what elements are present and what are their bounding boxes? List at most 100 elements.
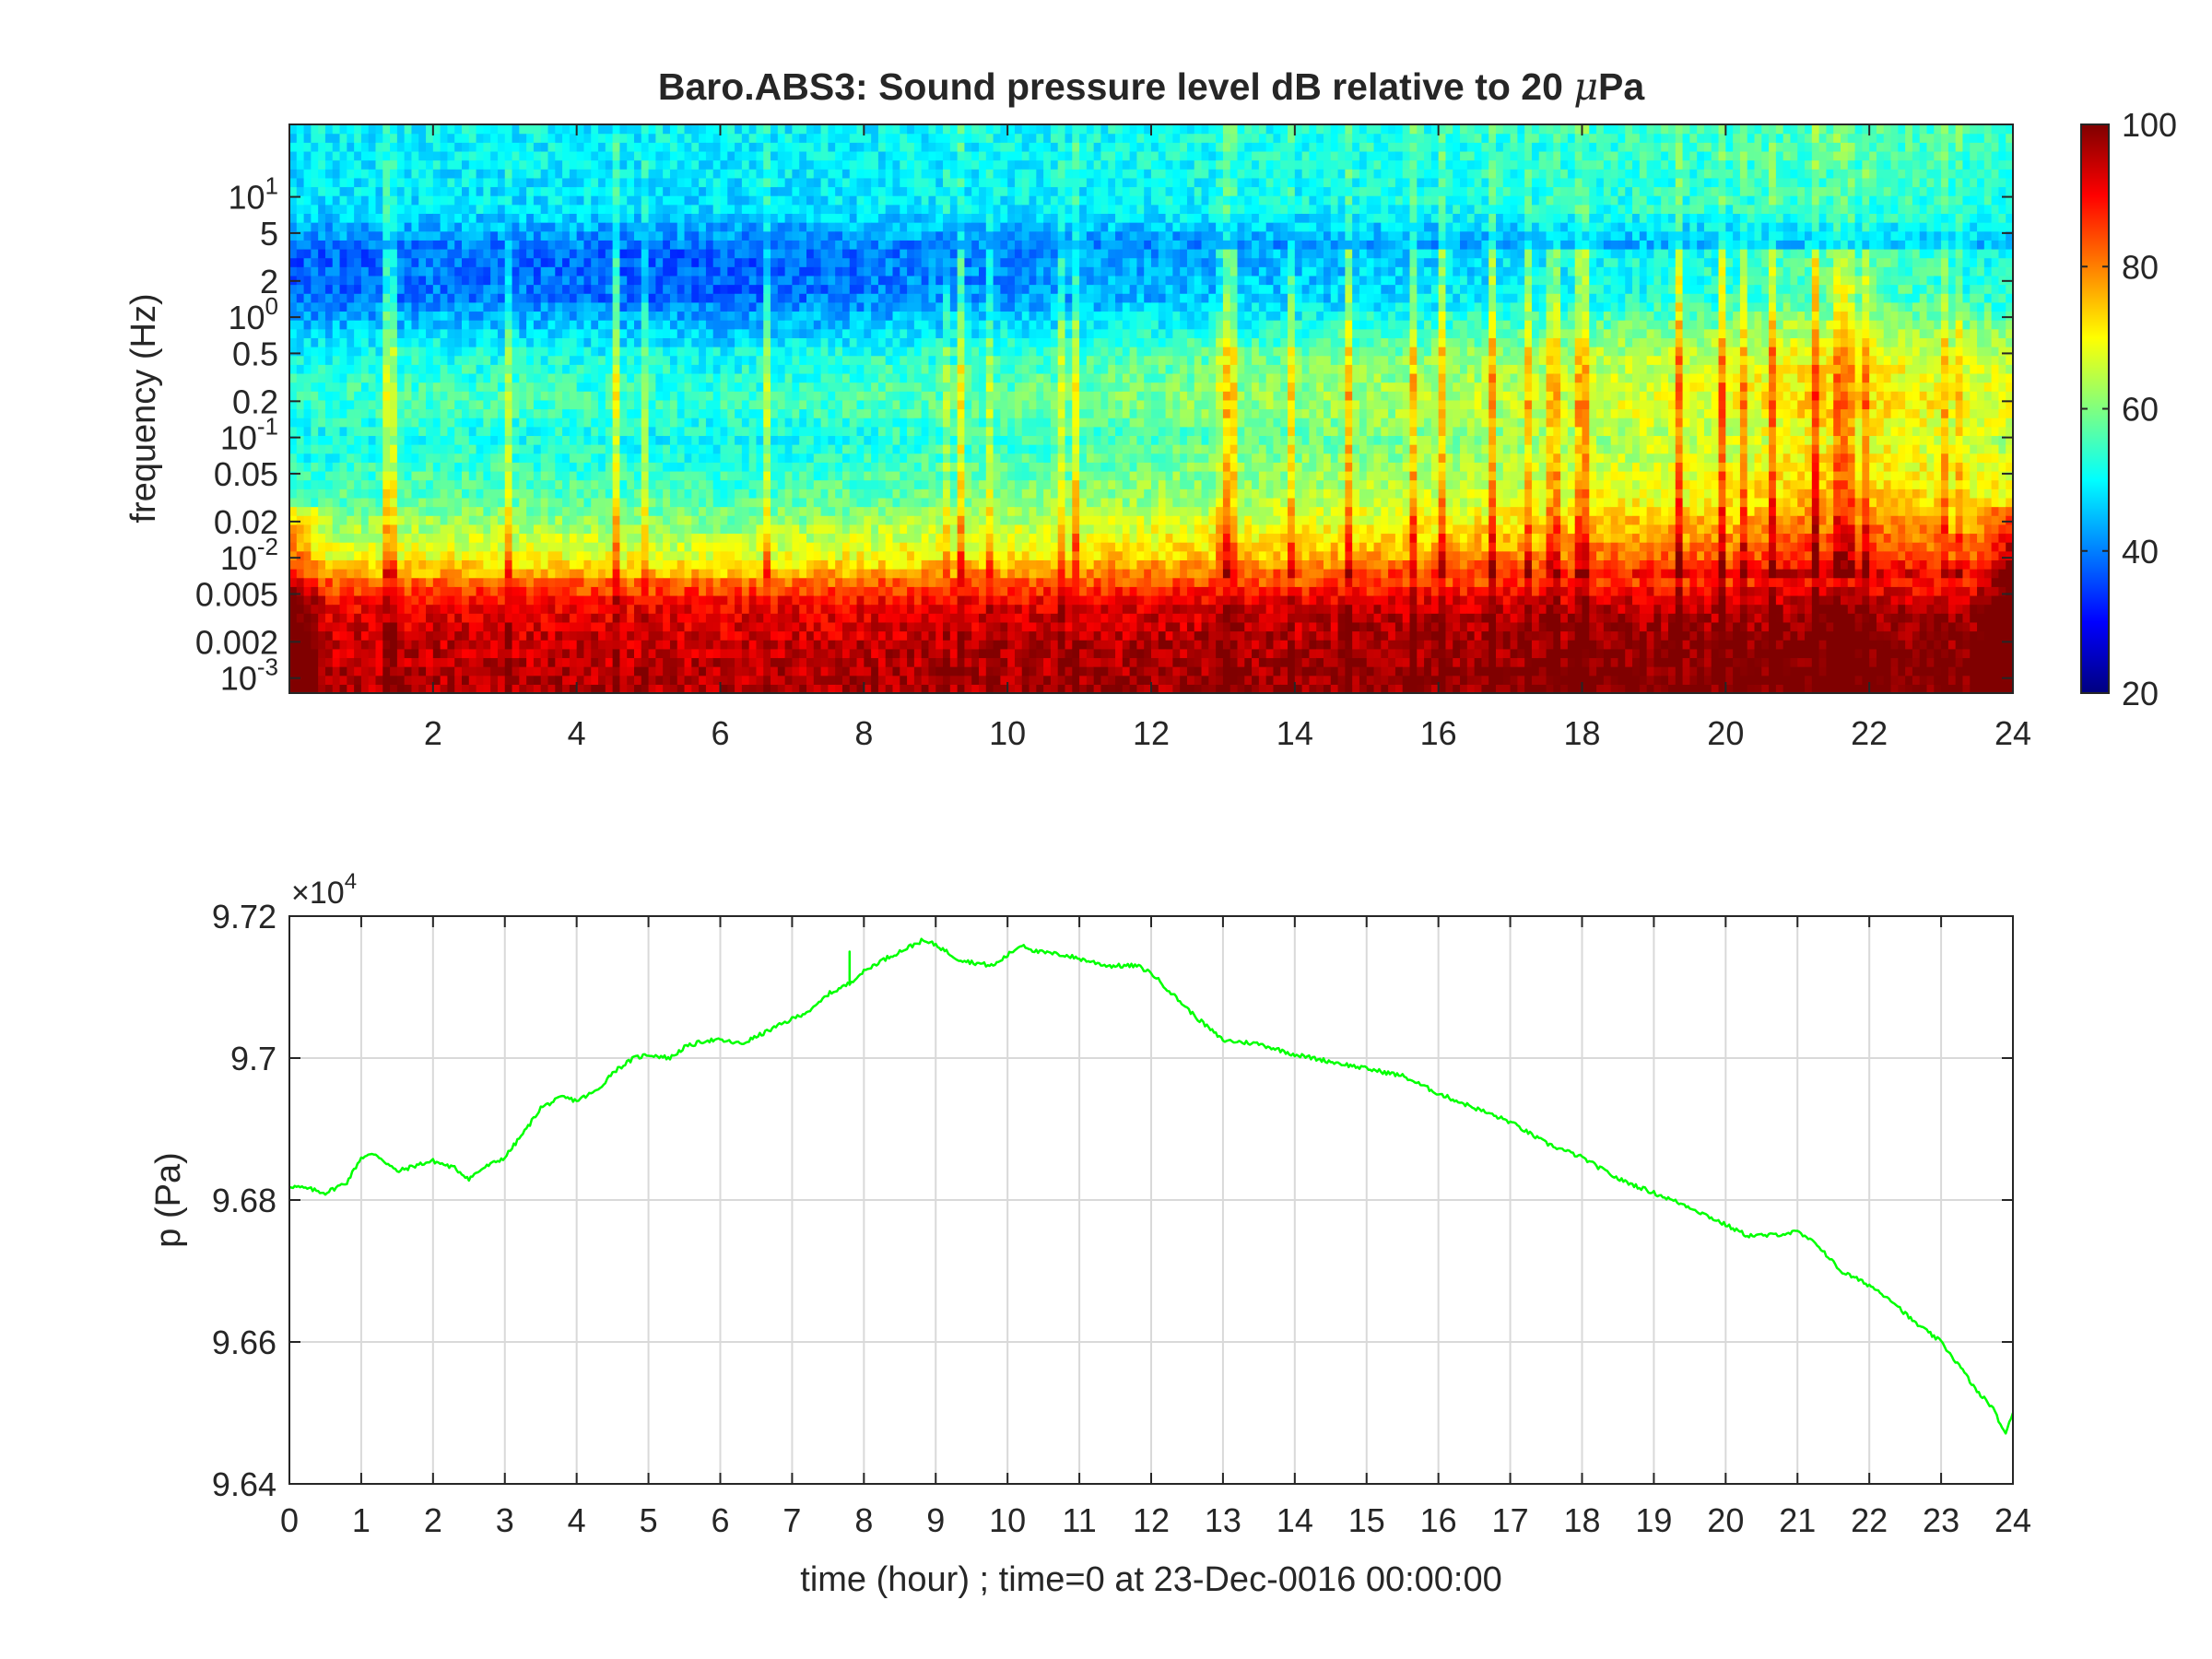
spectrogram-cell	[627, 364, 635, 374]
spectrogram-cell	[763, 177, 771, 188]
spectrogram-cell	[748, 684, 758, 693]
spectrogram-cell	[562, 435, 571, 445]
spectrogram-cell	[375, 630, 383, 641]
spectrogram-cell	[828, 355, 836, 365]
spectrogram-cell	[318, 621, 326, 632]
spectrogram-cell	[368, 630, 377, 641]
spectrogram-cell	[669, 569, 678, 579]
spectrogram-cell	[741, 640, 750, 650]
spectrogram-cell	[396, 524, 406, 535]
spectrogram-cell	[835, 230, 843, 241]
spectrogram-cell	[547, 533, 556, 543]
spectrogram-cell	[555, 391, 563, 401]
spectrogram-cell	[519, 240, 527, 250]
spectrogram-cell	[777, 195, 786, 206]
spectrogram-cell	[468, 462, 477, 472]
spectrogram-cell	[591, 169, 599, 179]
spectrogram-cell	[655, 213, 664, 223]
spectrogram-cell	[771, 577, 779, 587]
spectrogram-cell	[476, 177, 484, 188]
spectrogram-cell	[432, 515, 441, 525]
spectrogram-cell	[375, 177, 383, 188]
spectrogram-cell	[763, 613, 771, 623]
spectrogram-cell	[526, 648, 535, 659]
spectrogram-cell	[390, 657, 398, 667]
spectrogram-cell	[741, 550, 750, 560]
spectrogram-cell	[555, 515, 563, 525]
spectrogram-cell	[547, 328, 556, 338]
spectrogram-cell	[368, 311, 377, 321]
spectrogram-cell	[784, 684, 794, 693]
spectrogram-cell	[533, 399, 542, 410]
spectrogram-cell	[684, 311, 692, 321]
spectrogram-cell	[332, 124, 341, 135]
spectrogram-cell	[418, 399, 427, 410]
spectrogram-cell	[684, 169, 692, 179]
spectrogram-cell	[583, 213, 592, 223]
spectrogram-cell	[591, 488, 599, 499]
spectrogram-cell	[720, 666, 728, 677]
spectrogram-cell	[533, 613, 542, 623]
spectrogram-cell	[605, 133, 614, 143]
spectrogram-cell	[792, 453, 800, 463]
spectrogram-cell	[396, 382, 406, 392]
spectrogram-cell	[360, 479, 370, 489]
spectrogram-cell	[784, 435, 794, 445]
spectrogram-cell	[440, 240, 449, 250]
spectrogram-cell	[303, 675, 312, 685]
spectrogram-cell	[454, 240, 463, 250]
spectrogram-cell	[828, 470, 836, 481]
spectrogram-cell	[504, 257, 513, 267]
spectrogram-cell	[462, 621, 470, 632]
spectrogram-cell	[641, 177, 650, 188]
spectrogram-cell	[296, 133, 305, 143]
spectrogram-cell	[634, 347, 642, 357]
spectrogram-cell	[591, 133, 599, 143]
spectrogram-cell	[591, 621, 599, 632]
spectrogram-cell	[763, 684, 771, 693]
spectrogram-cell	[347, 266, 355, 276]
spectrogram-cell	[519, 506, 527, 516]
spectrogram-cell	[748, 230, 758, 241]
spectrogram-cell	[756, 497, 764, 508]
spectrogram-cell	[347, 372, 355, 383]
spectrogram-cell	[411, 169, 419, 179]
spectrogram-cell	[792, 150, 800, 161]
spectrogram-cell	[712, 408, 722, 418]
spectrogram-cell	[784, 133, 794, 143]
spectrogram-cell	[669, 640, 678, 650]
spectrogram-cell	[605, 213, 614, 223]
spectrogram-cell	[712, 470, 722, 481]
spectrogram-cell	[763, 186, 771, 196]
spectrogram-cell	[404, 320, 413, 330]
spectrogram-cell	[612, 559, 621, 570]
spectrogram-cell	[512, 613, 520, 623]
spectrogram-cell	[699, 337, 707, 347]
spectrogram-cell	[490, 204, 499, 215]
spectrogram-cell	[375, 621, 383, 632]
spectrogram-cell	[763, 337, 771, 347]
spectrogram-cell	[390, 257, 398, 267]
spectrogram-cell	[663, 640, 671, 650]
spectrogram-cell	[368, 150, 377, 161]
spectrogram-cell	[655, 630, 664, 641]
spectrogram-cell	[512, 488, 520, 499]
spectrogram-cell	[504, 293, 513, 303]
spectrogram-cell	[426, 497, 434, 508]
spectrogram-cell	[375, 675, 383, 685]
spectrogram-cell	[612, 320, 621, 330]
spectrogram-cell	[777, 248, 786, 259]
spectrogram-cell	[390, 240, 398, 250]
spectrogram-cell	[835, 177, 843, 188]
spectrogram-cell	[777, 320, 786, 330]
spectrogram-cell	[289, 177, 298, 188]
spectrogram-cell	[324, 266, 334, 276]
spectrogram-cell	[347, 577, 355, 587]
spectrogram-cell	[612, 648, 621, 659]
spectrogram-cell	[440, 133, 449, 143]
spectrogram-cell	[771, 257, 779, 267]
spectrogram-cell	[562, 497, 571, 508]
spectrogram-cell	[828, 364, 836, 374]
spectrogram-cell	[390, 124, 398, 135]
spectrogram-cell	[634, 293, 642, 303]
